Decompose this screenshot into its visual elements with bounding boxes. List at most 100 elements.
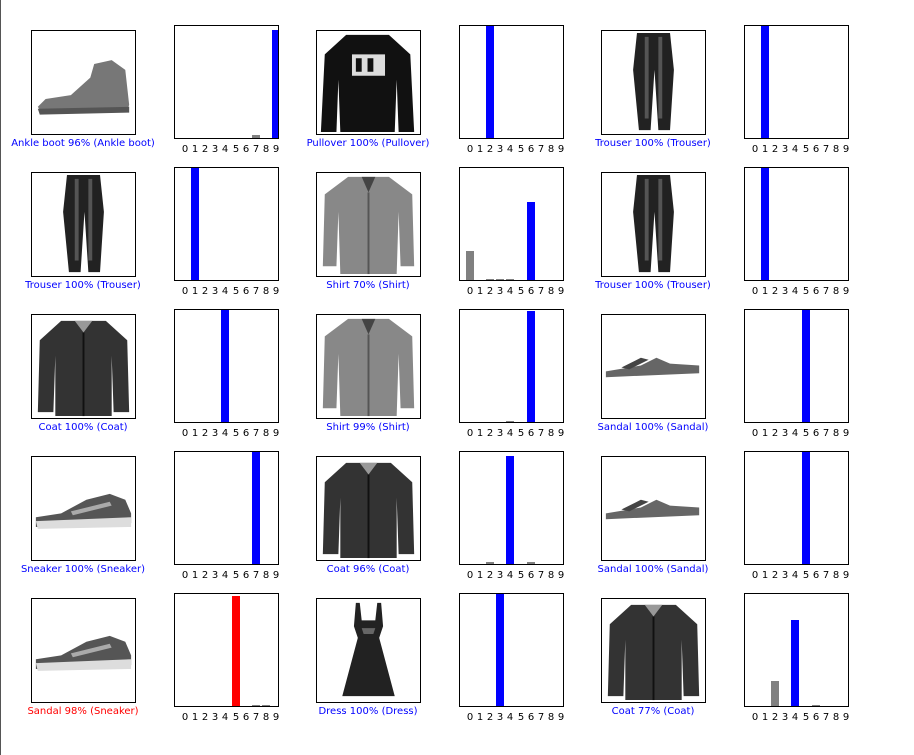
x-tick-label: 9: [557, 286, 565, 297]
sample-image-frame: [316, 172, 421, 277]
x-tick-label: 3: [211, 144, 219, 155]
sample-image-frame: [601, 30, 706, 135]
x-tick-label: 2: [201, 428, 209, 439]
x-tick-label: 0: [466, 570, 474, 581]
probability-bar: [496, 279, 504, 280]
probability-bar-chart: [459, 167, 564, 281]
x-tick-label: 1: [191, 570, 199, 581]
x-tick-label: 3: [781, 286, 789, 297]
x-tick-label: 9: [842, 144, 850, 155]
x-tick-label: 9: [842, 570, 850, 581]
coat-icon: [322, 462, 415, 559]
x-tick-label: 2: [201, 570, 209, 581]
x-tick-label: 8: [547, 712, 555, 723]
x-tick-label: 3: [781, 428, 789, 439]
probability-bar: [221, 310, 229, 422]
x-tick-label: 6: [242, 570, 250, 581]
prediction-caption: Trouser 100% (Trouser): [25, 280, 141, 291]
sample-image-frame: [316, 456, 421, 561]
x-tick-label: 7: [537, 712, 545, 723]
probability-bar-chart: [174, 593, 279, 707]
x-tick-label: 6: [242, 712, 250, 723]
prediction-caption: Sandal 100% (Sandal): [597, 564, 709, 575]
x-tick-label: 7: [252, 570, 260, 581]
x-tick-label: 7: [537, 144, 545, 155]
x-tick-label: 5: [517, 428, 525, 439]
sandal-icon: [605, 499, 700, 520]
probability-bar: [791, 620, 799, 706]
x-tick-label: 6: [812, 144, 820, 155]
x-tick-label: 9: [557, 144, 565, 155]
x-tick-label: 8: [262, 712, 270, 723]
x-tick-label: 7: [822, 570, 830, 581]
x-tick-label: 0: [181, 286, 189, 297]
probability-bar: [496, 594, 504, 706]
probability-bar-chart: [744, 309, 849, 423]
probability-bar: [252, 135, 260, 138]
x-tick-label: 7: [537, 570, 545, 581]
x-tick-label: 6: [527, 286, 535, 297]
x-tick-label: 8: [547, 428, 555, 439]
x-tick-label: 2: [201, 712, 209, 723]
probability-bar-chart: [459, 451, 564, 565]
probability-bar: [486, 26, 494, 138]
probability-bar: [486, 279, 494, 280]
prediction-caption: Trouser 100% (Trouser): [595, 280, 711, 291]
x-tick-label: 4: [791, 712, 799, 723]
probability-bar-chart: [174, 167, 279, 281]
x-tick-label: 1: [761, 428, 769, 439]
x-tick-label: 4: [791, 570, 799, 581]
x-tick-label: 1: [191, 428, 199, 439]
x-tick-label: 0: [466, 712, 474, 723]
prediction-caption: Sandal 100% (Sandal): [597, 422, 709, 433]
x-tick-label: 8: [832, 428, 840, 439]
prediction-caption: Coat 96% (Coat): [326, 564, 410, 575]
ankle-boot-icon: [37, 60, 130, 115]
probability-bar: [506, 279, 514, 280]
x-tick-label: 3: [211, 570, 219, 581]
x-tick-label: 5: [802, 286, 810, 297]
x-tick-label: 7: [822, 712, 830, 723]
prediction-caption: Trouser 100% (Trouser): [595, 138, 711, 149]
probability-bar: [486, 562, 494, 564]
x-tick-label: 4: [506, 712, 514, 723]
sample-image-frame: [316, 598, 421, 703]
probability-bar: [802, 452, 810, 564]
x-tick-label: 7: [822, 286, 830, 297]
probability-bar: [771, 681, 779, 706]
sample-image-frame: [31, 456, 136, 561]
probability-bar-chart: [744, 167, 849, 281]
x-tick-label: 8: [547, 286, 555, 297]
x-tick-label: 6: [527, 570, 535, 581]
x-tick-label: 2: [486, 428, 494, 439]
probability-bar: [506, 456, 514, 564]
prediction-caption: Shirt 70% (Shirt): [326, 280, 410, 291]
x-tick-label: 0: [466, 286, 474, 297]
x-tick-label: 0: [751, 144, 759, 155]
sample-image-frame: [601, 456, 706, 561]
probability-bar-chart: [744, 25, 849, 139]
prediction-caption: Sandal 98% (Sneaker): [27, 706, 139, 717]
x-tick-label: 7: [822, 144, 830, 155]
probability-bar: [272, 30, 278, 138]
x-tick-label: 0: [466, 144, 474, 155]
x-tick-label: 2: [771, 286, 779, 297]
sample-image-frame: [316, 314, 421, 419]
x-tick-label: 2: [486, 712, 494, 723]
x-tick-label: 1: [476, 428, 484, 439]
x-tick-label: 2: [201, 286, 209, 297]
x-tick-label: 6: [527, 428, 535, 439]
x-tick-label: 6: [812, 712, 820, 723]
x-tick-label: 3: [496, 286, 504, 297]
x-tick-label: 3: [211, 428, 219, 439]
x-tick-label: 5: [232, 570, 240, 581]
shirt-icon: [322, 176, 415, 275]
x-tick-label: 8: [832, 570, 840, 581]
probability-bar-chart: [459, 593, 564, 707]
prediction-caption: Ankle boot 96% (Ankle boot): [11, 138, 155, 149]
probability-bar: [812, 705, 820, 706]
x-tick-label: 5: [802, 570, 810, 581]
x-tick-label: 6: [527, 144, 535, 155]
x-tick-label: 0: [751, 570, 759, 581]
